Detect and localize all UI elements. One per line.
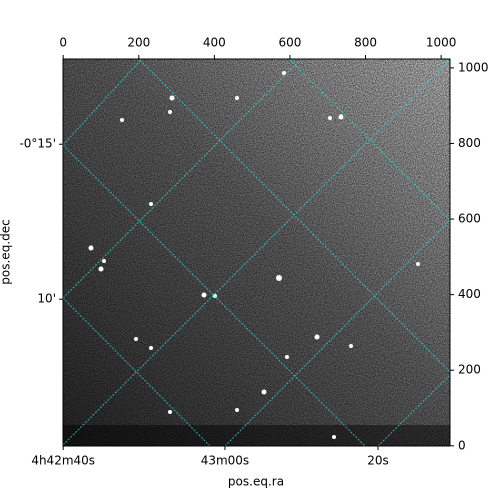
x-tick-label: 200: [127, 36, 150, 50]
y-tick-label: 800: [458, 136, 481, 150]
coordinate-grid: [63, 59, 450, 446]
dec-tick-label: 10': [37, 292, 56, 306]
y-tick-label: 1000: [458, 60, 489, 74]
y-tick-label: 0: [458, 438, 466, 452]
ra-tick-label: 4h42m40s: [31, 454, 95, 468]
x-tick-label: 1000: [426, 36, 457, 50]
y-axis-label: pos.eq.dec: [0, 219, 13, 284]
y-tick-label: 600: [458, 212, 481, 226]
y-tick-label: 200: [458, 363, 481, 377]
sky-image: [63, 59, 450, 446]
x-tick-label: 0: [59, 36, 67, 50]
x-axis-label: pos.eq.ra: [228, 475, 284, 489]
dec-tick-label: -0°15': [19, 137, 56, 151]
ra-tick-label: 20s: [367, 454, 389, 468]
x-tick-label: 600: [278, 36, 301, 50]
axes-frame: [62, 58, 451, 447]
y-tick-label: 400: [458, 287, 481, 301]
x-tick-label: 400: [203, 36, 226, 50]
x-tick-label: 800: [354, 36, 377, 50]
ra-tick-label: 43m00s: [201, 454, 249, 468]
